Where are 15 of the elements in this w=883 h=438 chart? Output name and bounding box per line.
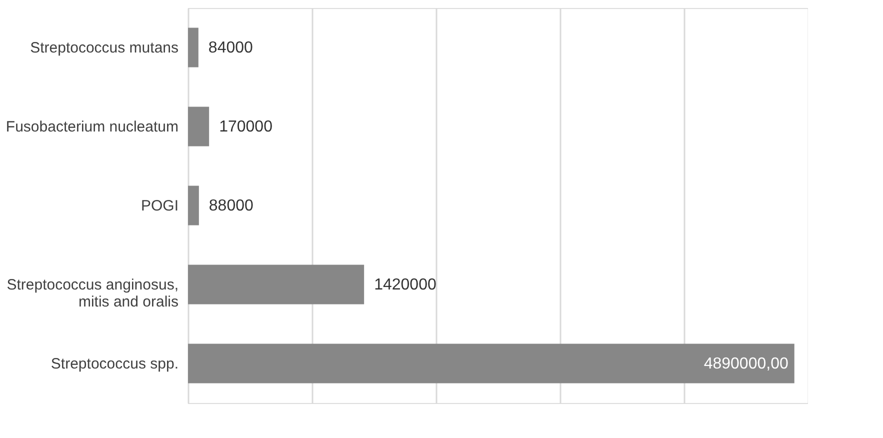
data-label: 4890000,00 (704, 356, 788, 372)
bar (188, 344, 794, 384)
data-label: 170000 (219, 118, 273, 136)
y-tick-label: Fusobacterium nucleatum (6, 118, 178, 136)
y-tick-label: Streptococcus mutans (30, 40, 178, 56)
data-label: 84000 (208, 40, 254, 56)
data-label: 88000 (208, 198, 254, 214)
bar (188, 264, 364, 304)
data-label: 1420000 (374, 276, 436, 294)
y-tick-label: Streptococcus spp. (50, 356, 178, 372)
bar (188, 186, 199, 226)
y-tick-label: POGI (140, 198, 178, 214)
y-tick-label: Streptococcus anginosus, mitis and oralis (6, 276, 178, 310)
bar (188, 28, 198, 68)
bar (188, 106, 210, 146)
